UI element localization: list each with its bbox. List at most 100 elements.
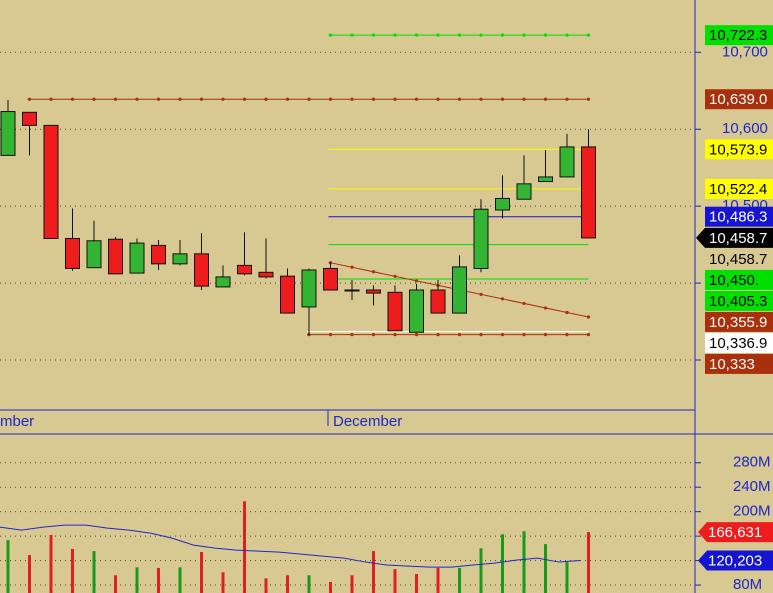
level-marker bbox=[350, 265, 354, 269]
price-tag bbox=[705, 206, 773, 227]
price-tag-label: 10,573.9 bbox=[709, 141, 767, 158]
level-marker bbox=[371, 333, 376, 337]
volume-tag bbox=[698, 522, 773, 543]
level-marker bbox=[49, 97, 53, 101]
price-tag bbox=[696, 227, 773, 248]
level-marker bbox=[522, 97, 526, 101]
volume-bar bbox=[92, 551, 96, 593]
level-marker bbox=[393, 333, 397, 337]
candle-body bbox=[516, 183, 532, 200]
price-tag bbox=[705, 269, 773, 290]
volume-bar bbox=[587, 532, 590, 593]
level-marker bbox=[586, 33, 591, 37]
candle-body bbox=[86, 240, 102, 269]
level-marker bbox=[393, 33, 397, 37]
level-marker bbox=[522, 33, 526, 37]
volume-bar bbox=[501, 534, 504, 593]
level-marker bbox=[565, 333, 569, 337]
price-tag-label: 10,336.9 bbox=[709, 335, 767, 352]
volume-bar bbox=[49, 534, 53, 593]
level-marker bbox=[543, 306, 548, 310]
level-marker bbox=[586, 333, 591, 337]
volume-bar bbox=[544, 544, 547, 593]
level-marker bbox=[500, 97, 505, 101]
candle-body bbox=[258, 271, 274, 278]
volume-bar bbox=[458, 567, 461, 593]
volume-bar bbox=[243, 501, 246, 593]
price-tag bbox=[705, 311, 773, 332]
level-marker bbox=[113, 97, 118, 101]
level-marker bbox=[350, 333, 354, 337]
candle-body bbox=[151, 244, 166, 265]
level-marker bbox=[414, 279, 419, 283]
level-marker bbox=[479, 97, 483, 101]
level-marker bbox=[565, 310, 569, 315]
level-marker bbox=[350, 97, 354, 101]
level-marker bbox=[500, 33, 505, 37]
level-marker bbox=[500, 297, 505, 301]
volume-tag-label: 120,203 bbox=[708, 552, 762, 569]
candle-body bbox=[344, 289, 360, 292]
y-tick-label: 10,600 bbox=[722, 120, 768, 137]
price-tag-label: 10,522.4 bbox=[709, 181, 767, 198]
level-marker bbox=[457, 333, 462, 337]
candle-body bbox=[301, 269, 317, 308]
level-marker bbox=[242, 97, 247, 101]
candle-body bbox=[129, 242, 145, 274]
volume-tag bbox=[698, 550, 773, 571]
level-marker bbox=[586, 315, 591, 319]
price-tag bbox=[705, 89, 773, 110]
volume-bar bbox=[350, 575, 354, 593]
price-tag-label: 10,458.7 bbox=[709, 230, 767, 247]
volume-bar bbox=[393, 569, 397, 593]
candle-body bbox=[559, 146, 575, 178]
candle-body bbox=[538, 176, 553, 183]
level-marker bbox=[285, 97, 290, 101]
price-tag bbox=[705, 353, 773, 374]
level-marker bbox=[307, 97, 311, 101]
price-tag-label: 10,486.3 bbox=[709, 209, 767, 226]
price-tag bbox=[705, 332, 773, 353]
level-marker bbox=[371, 270, 376, 274]
volume-bar bbox=[6, 540, 10, 593]
level-marker bbox=[70, 97, 75, 101]
volume-bar bbox=[157, 567, 160, 593]
volume-bar bbox=[565, 562, 569, 593]
level-marker bbox=[328, 33, 333, 37]
level-marker bbox=[586, 97, 591, 101]
x-label: mber bbox=[0, 413, 34, 430]
level-marker bbox=[479, 33, 483, 37]
level-marker bbox=[178, 97, 182, 101]
volume-bar bbox=[522, 531, 526, 593]
volume-bar bbox=[479, 548, 483, 593]
volume-bar bbox=[200, 552, 203, 593]
level-marker bbox=[500, 333, 505, 337]
y-tick-label: 240M bbox=[733, 478, 771, 495]
level-marker bbox=[457, 97, 462, 101]
candle-body bbox=[43, 124, 59, 239]
candle-body bbox=[0, 111, 16, 156]
y-tick-label: 280M bbox=[733, 454, 771, 471]
level-marker bbox=[371, 33, 376, 37]
volume-bar bbox=[264, 578, 268, 593]
candle-body bbox=[430, 289, 446, 314]
candle-body bbox=[215, 276, 231, 288]
volume-bar bbox=[286, 575, 289, 593]
level-marker bbox=[457, 33, 462, 37]
level-marker bbox=[92, 97, 96, 101]
level-marker bbox=[522, 301, 526, 306]
level-marker bbox=[156, 97, 161, 101]
level-marker bbox=[479, 292, 483, 296]
price-tag bbox=[705, 178, 773, 199]
candle-body bbox=[387, 291, 403, 332]
candle-body bbox=[194, 253, 209, 287]
candle-body bbox=[495, 197, 510, 211]
candle-body bbox=[237, 264, 252, 275]
level-marker bbox=[371, 97, 376, 101]
price-tag bbox=[705, 25, 773, 46]
candle-body bbox=[581, 146, 596, 239]
volume-bar bbox=[307, 575, 311, 593]
level-marker bbox=[264, 97, 268, 101]
volume-bar bbox=[372, 551, 375, 593]
